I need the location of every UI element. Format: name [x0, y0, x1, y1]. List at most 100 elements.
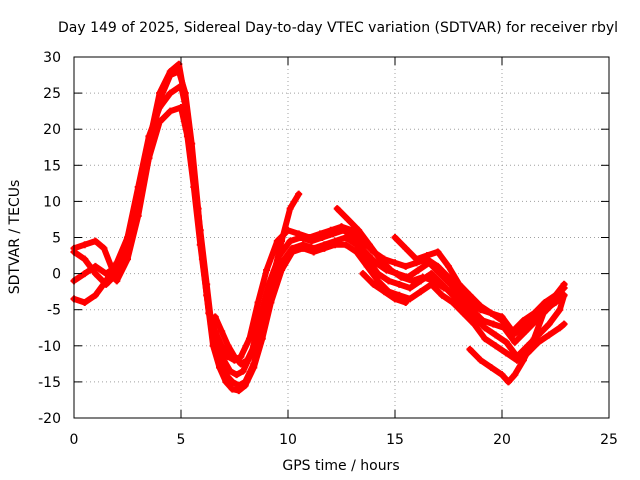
data-point [534, 338, 542, 346]
data-point [459, 309, 467, 317]
data-point [124, 234, 131, 241]
data-point [81, 255, 89, 263]
series-band [212, 191, 302, 367]
data-point [286, 205, 294, 213]
data-point [408, 277, 416, 285]
data-point [430, 277, 438, 285]
data-point [216, 363, 224, 371]
series-track-8 [466, 280, 568, 386]
data-point [352, 248, 360, 256]
plot-frame [73, 56, 610, 419]
data-point [391, 259, 399, 267]
data-point [320, 244, 328, 252]
data-point [342, 234, 350, 241]
data-point [436, 270, 444, 278]
data-point [560, 291, 568, 299]
data-point [196, 241, 204, 249]
data-point [333, 205, 341, 213]
data-point [235, 387, 243, 395]
series-band [71, 61, 568, 378]
data-point [211, 313, 219, 321]
y-tick-label: -20 [38, 411, 61, 427]
data-point [498, 371, 506, 379]
data-point [519, 324, 527, 332]
data-point [156, 89, 164, 97]
data-point [297, 234, 305, 241]
data-point [241, 382, 249, 390]
data-point [299, 244, 307, 252]
data-point [402, 244, 410, 252]
data-point [226, 367, 234, 375]
data-point [91, 262, 99, 270]
data-point [487, 309, 495, 317]
data-point [156, 104, 164, 112]
data-point [252, 338, 260, 346]
data-point [519, 356, 527, 364]
data-point [556, 324, 564, 332]
data-point [502, 349, 510, 357]
data-point [166, 67, 174, 75]
data-point [237, 360, 245, 368]
data-series [70, 60, 568, 395]
data-point [156, 118, 164, 126]
data-point [278, 237, 286, 245]
data-point [492, 331, 500, 339]
data-point [397, 273, 405, 281]
y-axis-label: SDTVAR / TECUs [7, 180, 23, 295]
data-point [425, 259, 433, 267]
data-point [260, 309, 268, 317]
data-point [380, 288, 388, 296]
data-point [177, 104, 185, 112]
data-point [203, 291, 211, 299]
data-point [427, 270, 435, 278]
data-point [231, 353, 238, 361]
data-point [243, 356, 251, 364]
data-point [113, 277, 121, 285]
data-point [166, 89, 174, 97]
data-point [81, 241, 89, 249]
data-point [250, 363, 258, 371]
data-point [477, 356, 485, 364]
data-point [419, 273, 427, 281]
data-point [102, 277, 110, 285]
data-point [239, 367, 247, 375]
data-point [449, 298, 457, 306]
data-point [417, 288, 425, 296]
data-point [477, 302, 485, 310]
series-track-9 [359, 270, 410, 306]
chart-title: Day 149 of 2025, Sidereal Day-to-day VTE… [58, 20, 618, 36]
data-point [145, 132, 153, 140]
data-point [228, 385, 236, 393]
data-point [376, 255, 384, 263]
data-point [190, 183, 198, 191]
data-point [395, 280, 403, 288]
data-point [237, 353, 245, 361]
data-point [145, 154, 153, 162]
series-track-6 [333, 205, 448, 292]
data-point [530, 313, 538, 321]
data-point [286, 237, 294, 245]
series-track-1 [70, 67, 568, 364]
data-point [329, 230, 337, 238]
data-point [459, 302, 467, 310]
y-tick-label: -5 [47, 303, 61, 319]
data-point [552, 291, 559, 299]
data-point [498, 317, 506, 325]
data-point [391, 234, 399, 241]
data-point [81, 270, 89, 278]
data-point [560, 280, 568, 288]
data-point [113, 270, 121, 278]
data-point [310, 248, 318, 256]
data-point [481, 324, 489, 332]
data-point [245, 335, 253, 343]
data-point [355, 226, 363, 234]
data-point [492, 342, 500, 350]
data-point [224, 353, 232, 361]
data-point [374, 277, 382, 285]
data-point [391, 295, 399, 303]
data-point [318, 234, 326, 241]
data-point [228, 378, 236, 386]
data-point [254, 298, 262, 306]
data-point [445, 262, 452, 270]
y-tick-label: 10 [43, 194, 61, 210]
